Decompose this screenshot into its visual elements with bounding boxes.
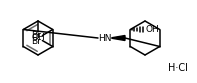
Text: OH: OH — [145, 25, 159, 34]
Text: Br: Br — [32, 37, 41, 45]
Text: Br: Br — [32, 30, 41, 40]
Text: HN: HN — [98, 34, 112, 42]
Text: OH: OH — [31, 33, 45, 42]
Text: H·Cl: H·Cl — [168, 63, 188, 73]
Polygon shape — [112, 36, 125, 41]
